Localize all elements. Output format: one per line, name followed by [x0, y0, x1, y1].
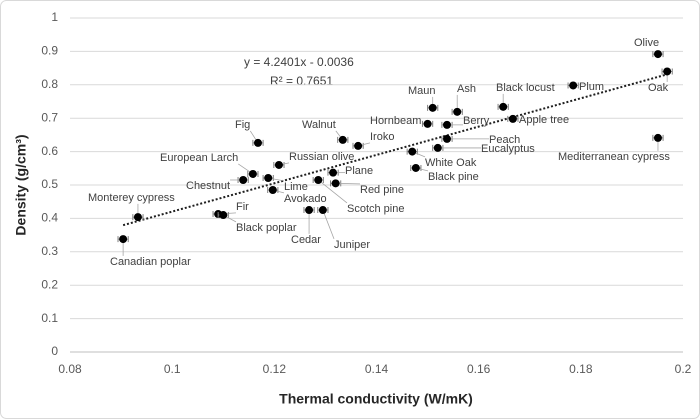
point-label: Walnut: [302, 119, 336, 131]
x-axis-title: Thermal conductivity (W/mK): [279, 391, 473, 407]
point: [253, 138, 262, 147]
point: [453, 107, 462, 116]
point-label: Ash: [457, 83, 476, 95]
point-label: Black poplar: [236, 222, 297, 234]
point-label: Apple tree: [519, 114, 569, 126]
point-label: Canadian poplar: [110, 256, 191, 268]
point-label: Mediterranean cypress: [558, 151, 670, 163]
x-tick-label: 0.18: [569, 362, 593, 376]
point: [408, 147, 417, 156]
point: [268, 186, 277, 195]
point: [119, 235, 128, 244]
point-label: Hornbeam: [370, 115, 421, 127]
point: [423, 119, 432, 128]
y-tick-label: 0.1: [41, 311, 58, 325]
point-label: Avokado: [284, 193, 327, 205]
y-tick-label: 0.6: [41, 144, 58, 158]
y-tick-label: 0.5: [41, 177, 58, 191]
x-tick-label: 0.16: [467, 362, 491, 376]
point-label: Red pine: [360, 184, 404, 196]
x-tick-label: 0.08: [58, 362, 82, 376]
y-tick-label: 0.4: [41, 211, 58, 225]
point-label: Maun: [408, 85, 436, 97]
point-label: Fig: [235, 119, 250, 131]
point-label: Peach: [489, 134, 520, 146]
point-label: Russian olive: [289, 151, 354, 163]
point-label: Fir: [236, 201, 249, 213]
leader-line: [335, 182, 361, 185]
y-tick-label: 0.2: [41, 277, 58, 291]
x-tick-label: 0.12: [263, 362, 287, 376]
point: [274, 160, 283, 169]
point-label: Oak: [648, 82, 669, 94]
point: [248, 169, 257, 178]
x-tick-label: 0.14: [365, 362, 389, 376]
point: [508, 114, 517, 123]
point-label: Olive: [634, 37, 659, 49]
point: [442, 134, 451, 143]
trendline-equation: y = 4.2401x - 0.0036: [244, 55, 354, 69]
point: [354, 141, 363, 150]
point-label: Cedar: [291, 234, 321, 246]
point-label: Plum: [579, 81, 604, 93]
point: [331, 179, 340, 188]
point: [569, 81, 578, 90]
point-label: Eucalyptus: [481, 143, 535, 155]
point-label: Black locust: [496, 82, 555, 94]
y-tick-label: 0.8: [41, 77, 58, 91]
point-label: European Larch: [160, 152, 238, 164]
leader-line: [322, 209, 335, 240]
point: [653, 50, 662, 59]
point: [499, 102, 508, 111]
point-label: Plane: [345, 165, 373, 177]
y-tick-label: 1: [51, 10, 58, 24]
point: [314, 175, 323, 184]
point: [305, 206, 314, 215]
point: [411, 163, 420, 172]
y-tick-label: 0: [51, 344, 58, 358]
y-tick-label: 0.3: [41, 244, 58, 258]
point: [329, 168, 338, 177]
point: [133, 213, 142, 222]
point: [338, 135, 347, 144]
point: [264, 173, 273, 182]
point: [663, 67, 672, 76]
y-axis-title: Density (g/cm³): [13, 134, 29, 235]
point-label: Berry: [463, 115, 490, 127]
point-label: Monterey cypress: [88, 192, 175, 204]
y-tick-label: 0.9: [41, 44, 58, 58]
point-label: Scotch pine: [347, 203, 404, 215]
point: [653, 133, 662, 142]
leader-line: [318, 179, 348, 204]
point: [239, 175, 248, 184]
point-label: Iroko: [370, 131, 394, 143]
y-tick-label: 0.7: [41, 110, 58, 124]
point-label: Chestnut: [186, 180, 230, 192]
point: [428, 103, 437, 112]
x-tick-label: 0.1: [164, 362, 181, 376]
point-label: Lime: [284, 181, 308, 193]
point-label: Black pine: [428, 171, 479, 183]
x-tick-label: 0.2: [675, 362, 692, 376]
point: [442, 120, 451, 129]
trendline-r-squared: R² = 0.7651: [270, 74, 333, 88]
point-label: Juniper: [334, 239, 370, 251]
point-label: White Oak: [425, 157, 477, 169]
point: [433, 143, 442, 152]
point: [219, 211, 228, 220]
point: [318, 206, 327, 215]
